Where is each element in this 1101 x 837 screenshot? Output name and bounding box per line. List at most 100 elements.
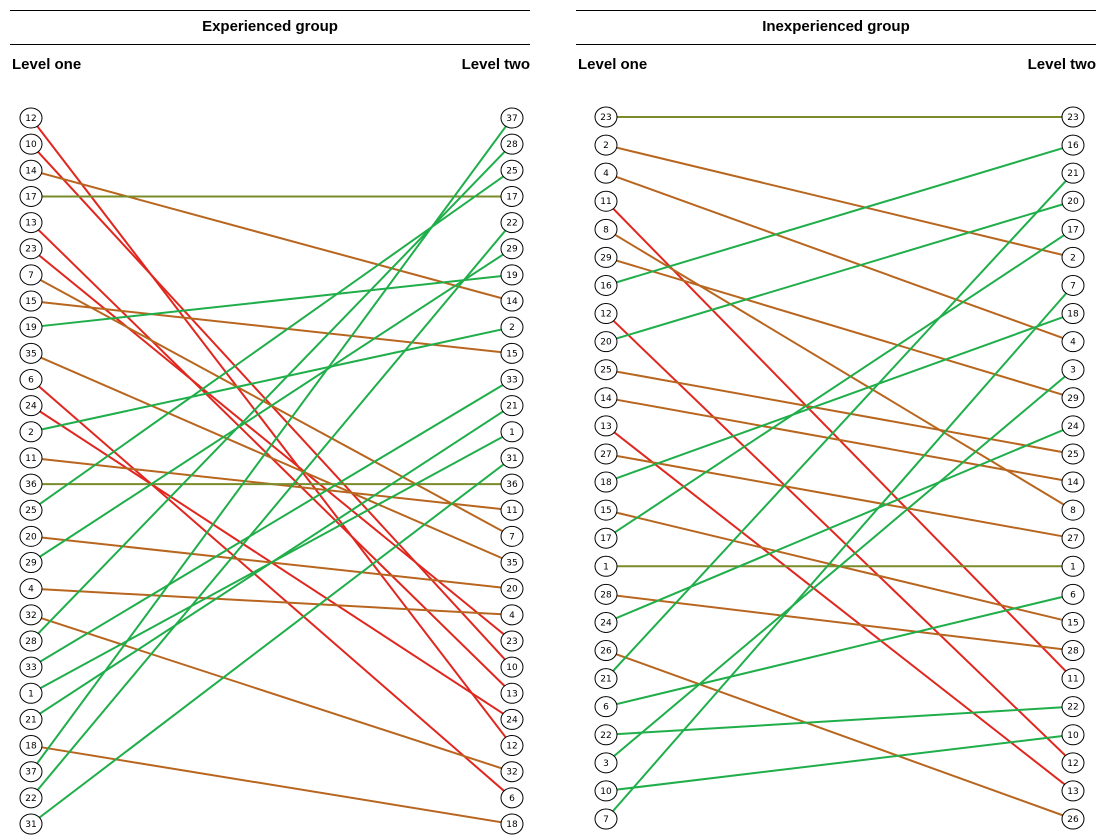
rank-line-35 — [30, 352, 513, 564]
right-node-22: 22 — [500, 212, 524, 234]
right-node-36: 36 — [500, 473, 524, 495]
right-node-31: 31 — [500, 447, 524, 469]
rank-line-21 — [605, 172, 1074, 680]
node-label: 21 — [25, 715, 36, 725]
right-node-10: 10 — [500, 656, 524, 678]
node-label: 4 — [509, 611, 515, 621]
rank-line-18 — [30, 744, 513, 825]
right-node-16: 16 — [1061, 134, 1085, 156]
left-node-1: 1 — [19, 682, 43, 704]
node-label: 12 — [506, 742, 517, 752]
node-label: 21 — [600, 675, 611, 685]
left-node-29: 29 — [19, 552, 43, 574]
left-node-18: 18 — [19, 735, 43, 757]
node-label: 36 — [506, 480, 518, 490]
node-label: 24 — [25, 402, 37, 412]
left-node-28: 28 — [594, 583, 618, 605]
left-node-10: 10 — [19, 133, 43, 155]
left-node-21: 21 — [594, 668, 618, 690]
right-node-13: 13 — [1061, 780, 1085, 802]
node-label: 11 — [600, 197, 611, 207]
left-node-4: 4 — [19, 578, 43, 600]
node-label: 15 — [25, 297, 36, 307]
right-node-37: 37 — [500, 107, 524, 129]
node-label: 24 — [506, 715, 518, 725]
right-node-28: 28 — [500, 133, 524, 155]
left-node-15: 15 — [594, 499, 618, 521]
node-label: 28 — [1067, 647, 1079, 657]
left-node-3: 3 — [594, 752, 618, 774]
left-node-20: 20 — [19, 525, 43, 547]
node-label: 6 — [603, 703, 609, 713]
node-label: 28 — [506, 140, 518, 150]
left-node-28: 28 — [19, 630, 43, 652]
rank-line-2 — [605, 144, 1074, 259]
right-node-10: 10 — [1061, 724, 1085, 746]
rank-line-7 — [605, 284, 1074, 820]
right-node-23: 23 — [500, 630, 524, 652]
node-label: 7 — [28, 271, 34, 281]
right-node-20: 20 — [500, 578, 524, 600]
right-node-1: 1 — [500, 421, 524, 443]
left-node-22: 22 — [594, 724, 618, 746]
right-node-28: 28 — [1061, 640, 1085, 662]
top-rule — [576, 10, 1096, 11]
rank-line-6 — [605, 593, 1074, 708]
right-node-15: 15 — [500, 342, 524, 364]
node-label: 36 — [25, 480, 37, 490]
left-node-15: 15 — [19, 290, 43, 312]
node-label: 14 — [1067, 478, 1079, 488]
left-node-4: 4 — [594, 162, 618, 184]
node-label: 21 — [506, 402, 517, 412]
node-label: 13 — [506, 689, 517, 699]
rank-line-29 — [30, 247, 513, 564]
left-node-2: 2 — [19, 421, 43, 443]
node-label: 25 — [1067, 450, 1078, 460]
rank-line-12 — [605, 312, 1074, 764]
left-node-27: 27 — [594, 443, 618, 465]
node-label: 10 — [600, 787, 612, 797]
right-node-3: 3 — [1061, 359, 1085, 381]
node-label: 14 — [506, 297, 518, 307]
left-node-8: 8 — [594, 218, 618, 240]
node-label: 7 — [1070, 281, 1076, 291]
node-label: 29 — [25, 559, 37, 569]
right-node-11: 11 — [500, 499, 524, 521]
right-node-7: 7 — [500, 525, 524, 547]
node-label: 12 — [25, 114, 36, 124]
top-rule — [10, 10, 530, 11]
left-node-16: 16 — [594, 274, 618, 296]
node-label: 3 — [1070, 366, 1076, 376]
node-label: 16 — [600, 281, 612, 291]
left-node-1: 1 — [594, 555, 618, 577]
node-label: 7 — [603, 815, 609, 825]
node-label: 11 — [506, 506, 517, 516]
rank-line-14 — [605, 396, 1074, 484]
left-node-26: 26 — [594, 640, 618, 662]
node-label: 18 — [1067, 310, 1079, 320]
right-node-6: 6 — [1061, 583, 1085, 605]
left-node-37: 37 — [19, 761, 43, 783]
node-label: 19 — [506, 271, 518, 281]
experienced-panel: Experienced group Level one Level two 12… — [10, 0, 530, 837]
node-label: 13 — [600, 422, 611, 432]
right-node-18: 18 — [500, 813, 524, 835]
node-label: 4 — [1070, 338, 1076, 348]
node-label: 26 — [1067, 815, 1079, 825]
left-node-2: 2 — [594, 134, 618, 156]
right-node-22: 22 — [1061, 696, 1085, 718]
node-label: 31 — [25, 820, 36, 830]
rank-line-10 — [605, 733, 1074, 792]
right-node-18: 18 — [1061, 303, 1085, 325]
left-node-21: 21 — [19, 708, 43, 730]
rank-line-26 — [605, 649, 1074, 820]
right-node-14: 14 — [1061, 471, 1085, 493]
right-node-4: 4 — [1061, 331, 1085, 353]
node-label: 10 — [1067, 731, 1079, 741]
left-node-32: 32 — [19, 604, 43, 626]
left-node-25: 25 — [19, 499, 43, 521]
left-node-31: 31 — [19, 813, 43, 835]
left-node-7: 7 — [594, 808, 618, 830]
right-node-21: 21 — [1061, 162, 1085, 184]
left-node-11: 11 — [19, 447, 43, 469]
